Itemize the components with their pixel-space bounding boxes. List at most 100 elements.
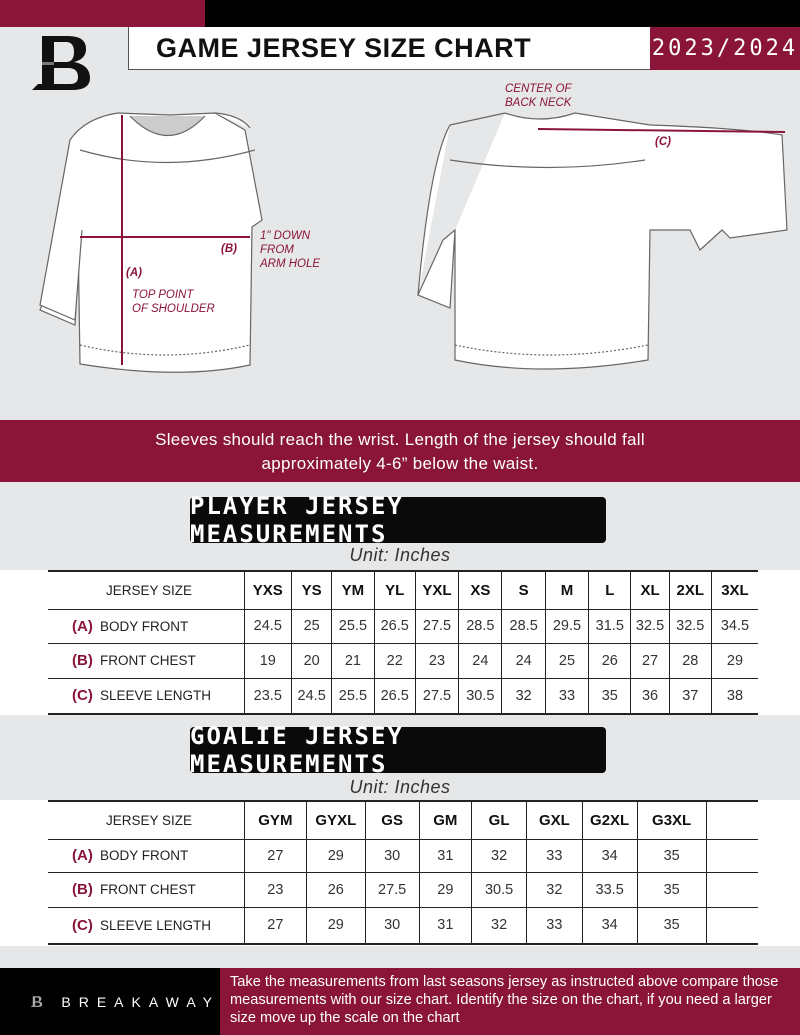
value-cell: 23 — [415, 643, 460, 679]
measure-label: BODY FRONT — [100, 618, 189, 634]
size-header-cell: M — [545, 570, 590, 610]
value-cell: 27 — [244, 907, 307, 945]
value-cell: 25.5 — [331, 609, 375, 644]
breakaway-logo-icon — [30, 995, 43, 1007]
table-row: (A) BODY FRONT 27 29 30 31 32 33 34 35 — [48, 839, 758, 873]
value-cell: 30.5 — [471, 872, 527, 908]
value-cell: 24 — [458, 643, 503, 679]
value-cell: 32.5 — [630, 609, 670, 644]
value-cell: 26 — [588, 643, 632, 679]
value-cell: 28.5 — [501, 609, 546, 644]
value-cell: 26.5 — [374, 678, 416, 715]
value-cell: 35 — [637, 872, 707, 908]
value-cell: 29 — [419, 872, 473, 908]
size-header-cell: YM — [331, 570, 375, 610]
value-cell: 29 — [711, 643, 758, 679]
value-cell: 32 — [526, 872, 583, 908]
value-cell: 23.5 — [244, 678, 293, 715]
value-cell: 24 — [501, 643, 546, 679]
measure-key: (C) — [72, 916, 93, 934]
instructions-banner: Sleeves should reach the wrist. Length o… — [0, 420, 800, 482]
size-header-cell: L — [588, 570, 632, 610]
size-header-cell: GXL — [526, 800, 583, 840]
value-cell: 27.5 — [415, 678, 460, 715]
value-cell: 32 — [501, 678, 546, 715]
value-cell: 27.5 — [415, 609, 460, 644]
value-cell — [706, 907, 758, 945]
measure-label: FRONT CHEST — [100, 882, 196, 897]
measure-label: SLEEVE LENGTH — [100, 688, 212, 704]
measure-key: (B) — [72, 881, 93, 898]
value-cell: 22 — [374, 643, 416, 679]
table-row: (B) FRONT CHEST 23 26 27.5 29 30.5 32 33.5 35 — [48, 872, 758, 908]
value-cell: 30.5 — [458, 678, 503, 715]
size-header-cell: YS — [291, 570, 333, 610]
size-header-cell: G3XL — [637, 800, 707, 840]
size-header: JERSEY SIZE — [48, 800, 245, 840]
value-cell: 33.5 — [582, 872, 638, 908]
player-section-title: PLAYER JERSEY MEASUREMENTS — [190, 492, 606, 548]
size-header-cell: GL — [471, 800, 527, 840]
value-cell: 38 — [711, 678, 758, 715]
size-header-cell: YXS — [244, 570, 293, 610]
size-header-cell: 3XL — [711, 570, 758, 610]
size-header-cell: GM — [419, 800, 473, 840]
value-cell: 19 — [244, 643, 293, 679]
player-unit: Unit: Inches — [349, 545, 451, 565]
top-bar — [205, 0, 800, 27]
value-cell: 29 — [306, 907, 366, 945]
size-header-cell — [706, 800, 758, 840]
goalie-unit: Unit: Inches — [349, 777, 451, 797]
page-title: GAME JERSEY SIZE CHART — [128, 27, 650, 70]
size-header: JERSEY SIZE — [48, 570, 245, 610]
breakaway-logo-icon — [32, 36, 90, 90]
value-cell: 31 — [419, 839, 473, 873]
jersey-front-icon — [39, 112, 263, 373]
value-cell: 26.5 — [374, 609, 416, 644]
value-cell: 27.5 — [365, 872, 420, 908]
measure-label: SLEEVE LENGTH — [100, 917, 212, 933]
value-cell: 32 — [471, 907, 527, 945]
value-cell: 33 — [526, 907, 583, 945]
label-c: (C) — [655, 136, 671, 148]
measure-key: (A) — [72, 617, 93, 635]
size-header-cell: XL — [630, 570, 670, 610]
goalie-section-title: GOALIE JERSEY MEASUREMENTS — [190, 722, 606, 778]
title-text: GAME JERSEY SIZE CHART — [156, 32, 532, 63]
value-cell: 25 — [545, 643, 590, 679]
value-cell: 29 — [306, 839, 366, 873]
value-cell: 33 — [545, 678, 590, 715]
value-cell: 36 — [630, 678, 670, 715]
label-b: (B) — [221, 243, 237, 255]
value-cell: 35 — [637, 839, 707, 873]
value-cell: 30 — [365, 907, 420, 945]
goalie-table: JERSEY SIZE GYM GYXL GS GM GL GXL G2XL G3XL (A) BO… — [48, 800, 758, 945]
measure-key: (A) — [72, 847, 93, 864]
value-cell: 32.5 — [669, 609, 712, 644]
size-header-cell: YXL — [415, 570, 460, 610]
value-cell: 23 — [244, 872, 307, 908]
value-cell: 25.5 — [331, 678, 375, 715]
value-cell: 20 — [291, 643, 333, 679]
value-cell — [706, 872, 758, 908]
table-row: (A) BODY FRONT 24.5 25 25.5 26.5 27.5 28.5 28.5 2… — [48, 609, 758, 644]
size-header-cell: S — [501, 570, 546, 610]
table-row: (B) FRONT CHEST 19 20 21 22 23 24 24 25 26 27 28 29 — [48, 643, 758, 679]
value-cell: 37 — [669, 678, 712, 715]
value-cell: 34 — [582, 839, 638, 873]
value-cell: 27 — [244, 839, 307, 873]
jersey-diagram — [39, 112, 788, 373]
value-cell: 33 — [526, 839, 583, 873]
size-header-cell: GS — [365, 800, 420, 840]
footer-brand: BREAKAWAY — [0, 968, 220, 1035]
value-cell: 27 — [630, 643, 670, 679]
arm-hole-label: 1" DOWN FROM ARM HOLE — [260, 230, 321, 270]
value-cell: 32 — [471, 839, 527, 873]
top-bar-accent — [0, 0, 205, 27]
footer-note: Take the measurements from last seasons … — [220, 968, 800, 1035]
season-label: 2023/2024 — [650, 27, 800, 70]
value-cell: 35 — [637, 907, 707, 945]
value-cell: 34.5 — [711, 609, 758, 644]
value-cell: 24.5 — [291, 678, 333, 715]
value-cell: 24.5 — [244, 609, 293, 644]
